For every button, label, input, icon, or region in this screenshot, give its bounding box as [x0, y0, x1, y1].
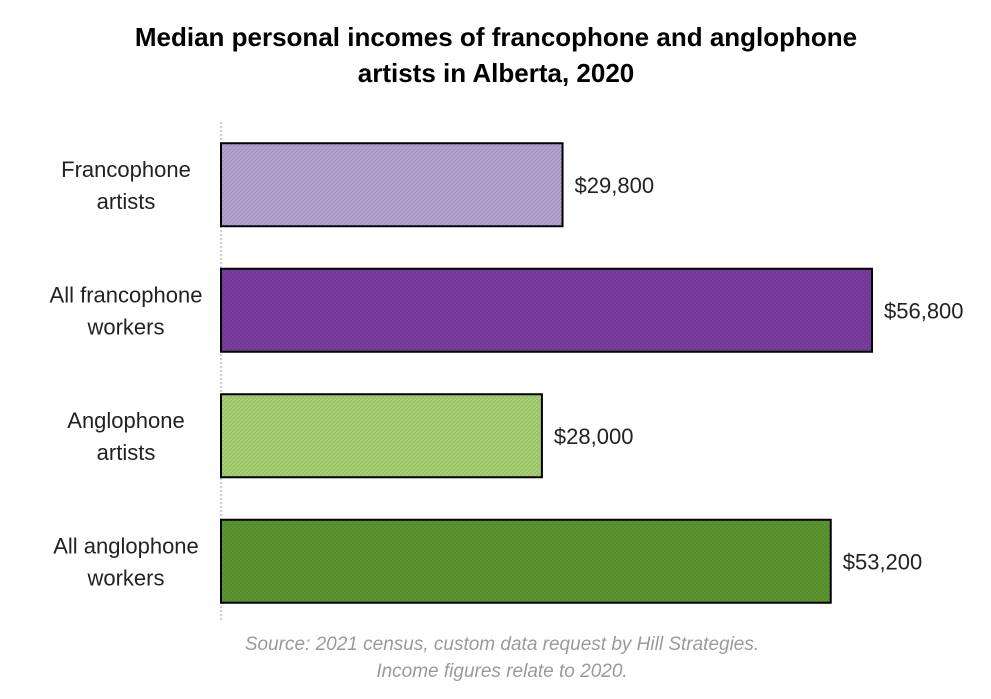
- chart-title-line-1: Median personal incomes of francophone a…: [135, 22, 857, 52]
- bar-francophone-artists: [220, 142, 564, 228]
- bar-all-anglophone-workers: [220, 518, 832, 604]
- category-label-all-anglophone-workers-line-2: workers: [86, 565, 164, 590]
- value-label-francophone-artists: $29,800: [575, 173, 655, 198]
- category-label-francophone-artists-line-2: artists: [97, 189, 156, 214]
- category-label-all-francophone-workers-line-2: workers: [86, 314, 164, 339]
- bar-anglophone-artists: [220, 393, 543, 479]
- bars-group: $29,800 Francophone artists $56,800 All fran…: [50, 142, 964, 604]
- value-label-anglophone-artists: $28,000: [554, 424, 634, 449]
- chart-title-line-2: artists in Alberta, 2020: [358, 58, 635, 88]
- category-label-francophone-artists-line-1: Francophone: [61, 157, 191, 182]
- source-note-line-1: Source: 2021 census, custom data request…: [245, 634, 759, 655]
- category-label-anglophone-artists-line-2: artists: [97, 440, 156, 465]
- category-label-all-francophone-workers-line-1: All francophone: [50, 282, 203, 307]
- source-note-line-2: Income figures relate to 2020.: [376, 661, 627, 682]
- category-label-anglophone-artists-line-1: Anglophone: [67, 408, 184, 433]
- category-label-all-anglophone-workers-line-1: All anglophone: [53, 533, 199, 558]
- value-label-all-anglophone-workers: $53,200: [843, 549, 923, 574]
- bar-all-francophone-workers: [220, 267, 873, 353]
- value-label-all-francophone-workers: $56,800: [884, 298, 964, 323]
